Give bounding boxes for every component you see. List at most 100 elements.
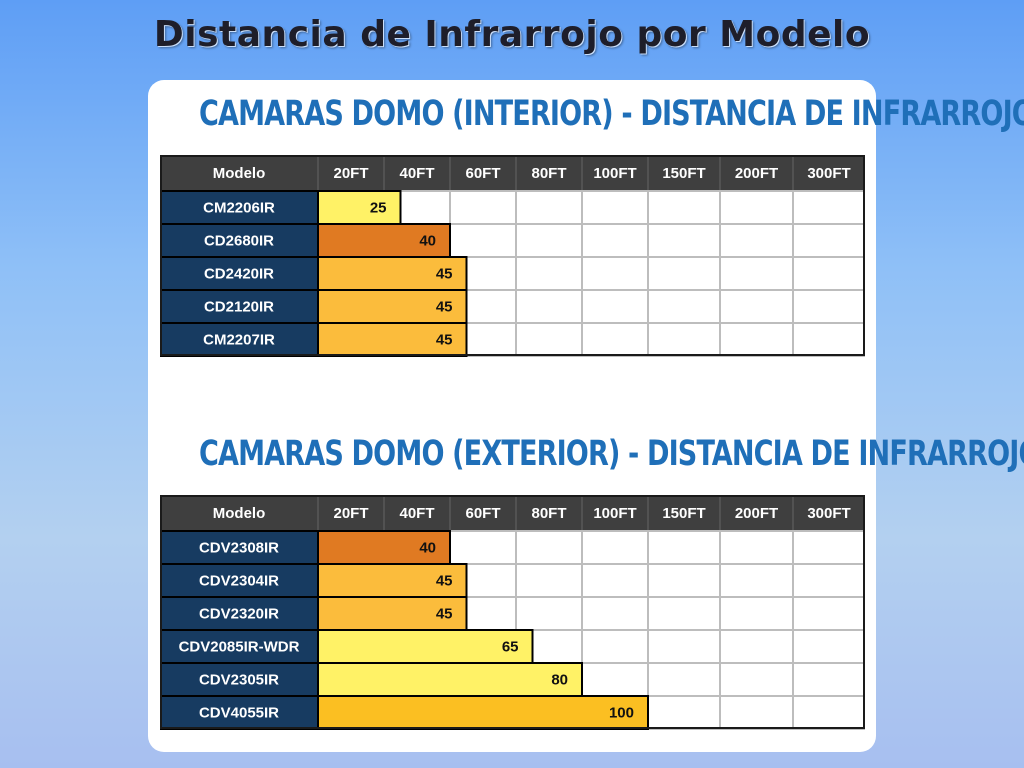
column-header-100ft: 100FT — [593, 165, 636, 182]
model-label-cm2207ir: CM2207IR — [203, 332, 275, 349]
bar-value-label: 100 — [609, 705, 634, 722]
grid-cell — [581, 596, 649, 631]
grid-cell — [581, 289, 649, 324]
grid-cell — [719, 322, 794, 357]
grid-cell — [647, 223, 721, 258]
column-header-20ft: 20FT — [333, 505, 368, 522]
bar-value-label: 45 — [436, 606, 453, 623]
interior-ir-chart: Modelo 20FT 40FT 60FT 80FT 100FT 150FT 200FT 300… — [160, 155, 865, 357]
grid-cell — [647, 662, 721, 697]
column-header-40ft: 40FT — [399, 165, 434, 182]
grid-cell — [719, 190, 794, 225]
interior-chart-title: CAMARAS DOMO (INTERIOR) - DISTANCIA DE I… — [198, 94, 1024, 134]
grid-cell — [581, 190, 649, 225]
grid-cell — [515, 563, 583, 598]
column-header-150ft: 150FT — [662, 165, 705, 182]
grid-cell — [719, 695, 794, 730]
table-border — [160, 155, 865, 356]
grid-cell — [581, 563, 649, 598]
grid-cell — [581, 530, 649, 565]
bar-cd2680ir — [317, 223, 451, 258]
grid-cell — [792, 629, 865, 664]
model-cell — [160, 695, 319, 730]
column-header-200ft: 200FT — [735, 505, 778, 522]
model-cell — [160, 530, 319, 565]
bar-cm2206ir — [317, 190, 402, 225]
grid-cell — [647, 695, 721, 730]
grid-cell — [515, 223, 583, 258]
column-header-300ft: 300FT — [807, 505, 850, 522]
grid-cell — [719, 563, 794, 598]
grid-cell — [719, 596, 794, 631]
grid-cell — [647, 596, 721, 631]
grid-cell — [581, 223, 649, 258]
exterior-chart-title: CAMARAS DOMO (EXTERIOR) - DISTANCIA DE I… — [198, 434, 1024, 474]
grid-cell — [515, 530, 583, 565]
bar-cdv2320ir — [317, 596, 468, 631]
grid-cell — [515, 289, 583, 324]
grid-cell — [515, 190, 583, 225]
header-model-label: Modelo — [213, 165, 266, 182]
grid-cell — [647, 190, 721, 225]
header-row-bg — [160, 155, 865, 191]
grid-cell — [647, 530, 721, 565]
bar-cdv2308ir — [317, 530, 451, 565]
grid-cell — [581, 662, 649, 697]
grid-cell — [719, 223, 794, 258]
column-header-40ft: 40FT — [399, 505, 434, 522]
grid-cell — [792, 563, 865, 598]
grid-cell — [719, 662, 794, 697]
grid-cell — [792, 190, 865, 225]
column-header-60ft: 60FT — [465, 165, 500, 182]
grid-cell — [515, 256, 583, 291]
bar-cdv2304ir — [317, 563, 468, 598]
bar-cdv2085ir-wdr — [317, 629, 534, 664]
bar-cdv2305ir — [317, 662, 583, 697]
column-header-300ft: 300FT — [807, 165, 850, 182]
grid-cell — [581, 256, 649, 291]
column-header-150ft: 150FT — [662, 505, 705, 522]
column-header-80ft: 80FT — [531, 165, 566, 182]
model-label-cdv2308ir: CDV2308IR — [199, 540, 279, 557]
column-header-80ft: 80FT — [531, 505, 566, 522]
bar-value-label: 45 — [436, 573, 453, 590]
content-panel: CAMARAS DOMO (INTERIOR) - DISTANCIA DE I… — [148, 80, 1024, 752]
grid-cell — [792, 695, 865, 730]
grid-cell — [792, 662, 865, 697]
model-label-cm2206ir: CM2206IR — [203, 200, 275, 217]
column-header-200ft: 200FT — [735, 165, 778, 182]
grid-cell — [792, 322, 865, 357]
header-model-label: Modelo — [213, 505, 266, 522]
grid-cell — [647, 629, 721, 664]
grid-cell — [719, 256, 794, 291]
model-label-cdv2085ir-wdr: CDV2085IR-WDR — [179, 639, 300, 656]
grid-cell — [719, 629, 794, 664]
model-label-cd2680ir: CD2680IR — [204, 233, 274, 250]
model-label-cdv2320ir: CDV2320IR — [199, 606, 279, 623]
bar-cd2120ir — [317, 289, 468, 324]
column-header-60ft: 60FT — [465, 505, 500, 522]
bar-value-label: 45 — [436, 332, 453, 349]
grid-cell — [792, 223, 865, 258]
grid-cell — [792, 530, 865, 565]
grid-cell — [719, 289, 794, 324]
bar-value-label: 65 — [502, 639, 519, 656]
grid-cell — [792, 289, 865, 324]
column-header-20ft: 20FT — [333, 165, 368, 182]
model-label-cdv4055ir: CDV4055IR — [199, 705, 279, 722]
bar-cdv4055ir — [317, 695, 649, 730]
grid-cell — [581, 322, 649, 357]
bar-cd2420ir — [317, 256, 468, 291]
page-title: Distancia de Infrarrojo por Modelo — [153, 14, 871, 55]
model-cell — [160, 322, 319, 357]
model-label-cdv2305ir: CDV2305IR — [199, 672, 279, 689]
grid-cell — [647, 289, 721, 324]
bar-value-label: 40 — [419, 233, 436, 250]
grid-cell — [647, 563, 721, 598]
grid-cell — [515, 596, 583, 631]
grid-cell — [515, 322, 583, 357]
grid-cell — [449, 190, 517, 225]
grid-cell — [647, 322, 721, 357]
bar-value-label: 45 — [436, 299, 453, 316]
grid-cell — [581, 629, 649, 664]
